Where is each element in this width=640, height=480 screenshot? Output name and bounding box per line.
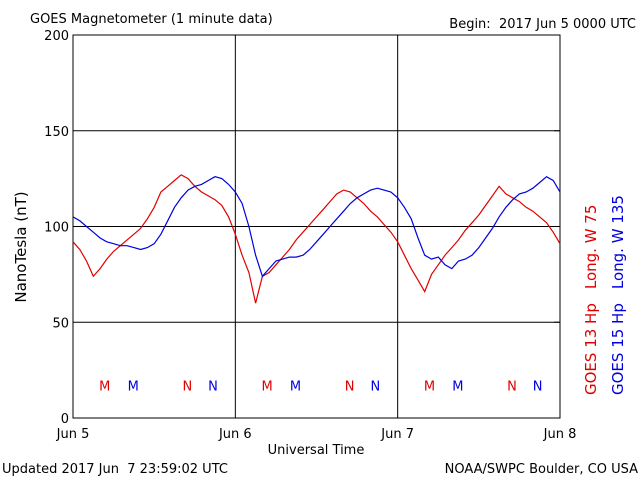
x-tick-label: Jun 6 (218, 427, 252, 442)
annotation: M (424, 379, 435, 394)
chart-subtitle: Begin: 2017 Jun 5 0000 UTC (449, 17, 636, 32)
x-tick-label: Jun 5 (56, 427, 90, 442)
legend-entry: GOES 15 Hp Long. W 135 (609, 195, 627, 395)
annotation: N (345, 379, 355, 394)
annotation: M (99, 379, 110, 394)
legend-entry: GOES 13 Hp Long. W 75 (582, 205, 600, 395)
annotation: N (182, 379, 192, 394)
y-tick-label: 100 (44, 221, 69, 236)
legend-name: GOES 13 Hp (582, 303, 600, 395)
y-tick-label: 50 (52, 316, 69, 331)
plot-frame (72, 34, 561, 419)
legend-longitude: Long. W 75 (582, 205, 600, 290)
series-line (72, 175, 561, 278)
annotation: M (262, 379, 273, 394)
annotation: M (452, 379, 463, 394)
x-axis-label: Universal Time (268, 443, 365, 458)
y-tick-label: 200 (44, 29, 69, 44)
y-axis-label: NanoTesla (nT) (12, 191, 30, 302)
footer-right: NOAA/SWPC Boulder, CO USA (445, 462, 638, 477)
annotation: N (507, 379, 517, 394)
annotation: N (533, 379, 543, 394)
annotation: M (128, 379, 139, 394)
legend-longitude: Long. W 135 (609, 195, 627, 289)
chart-title: GOES Magnetometer (1 minute data) (30, 12, 273, 27)
x-tick-label: Jun 8 (543, 427, 577, 442)
footer-left: Updated 2017 Jun 7 23:59:02 UTC (2, 462, 228, 477)
annotation: N (370, 379, 380, 394)
annotation: N (208, 379, 218, 394)
y-tick-label: 0 (61, 412, 69, 427)
y-tick-label: 150 (44, 125, 69, 140)
x-tick-label: Jun 7 (380, 427, 414, 442)
legend-name: GOES 15 Hp (609, 303, 627, 395)
annotation: M (290, 379, 301, 394)
series-line (72, 174, 561, 304)
